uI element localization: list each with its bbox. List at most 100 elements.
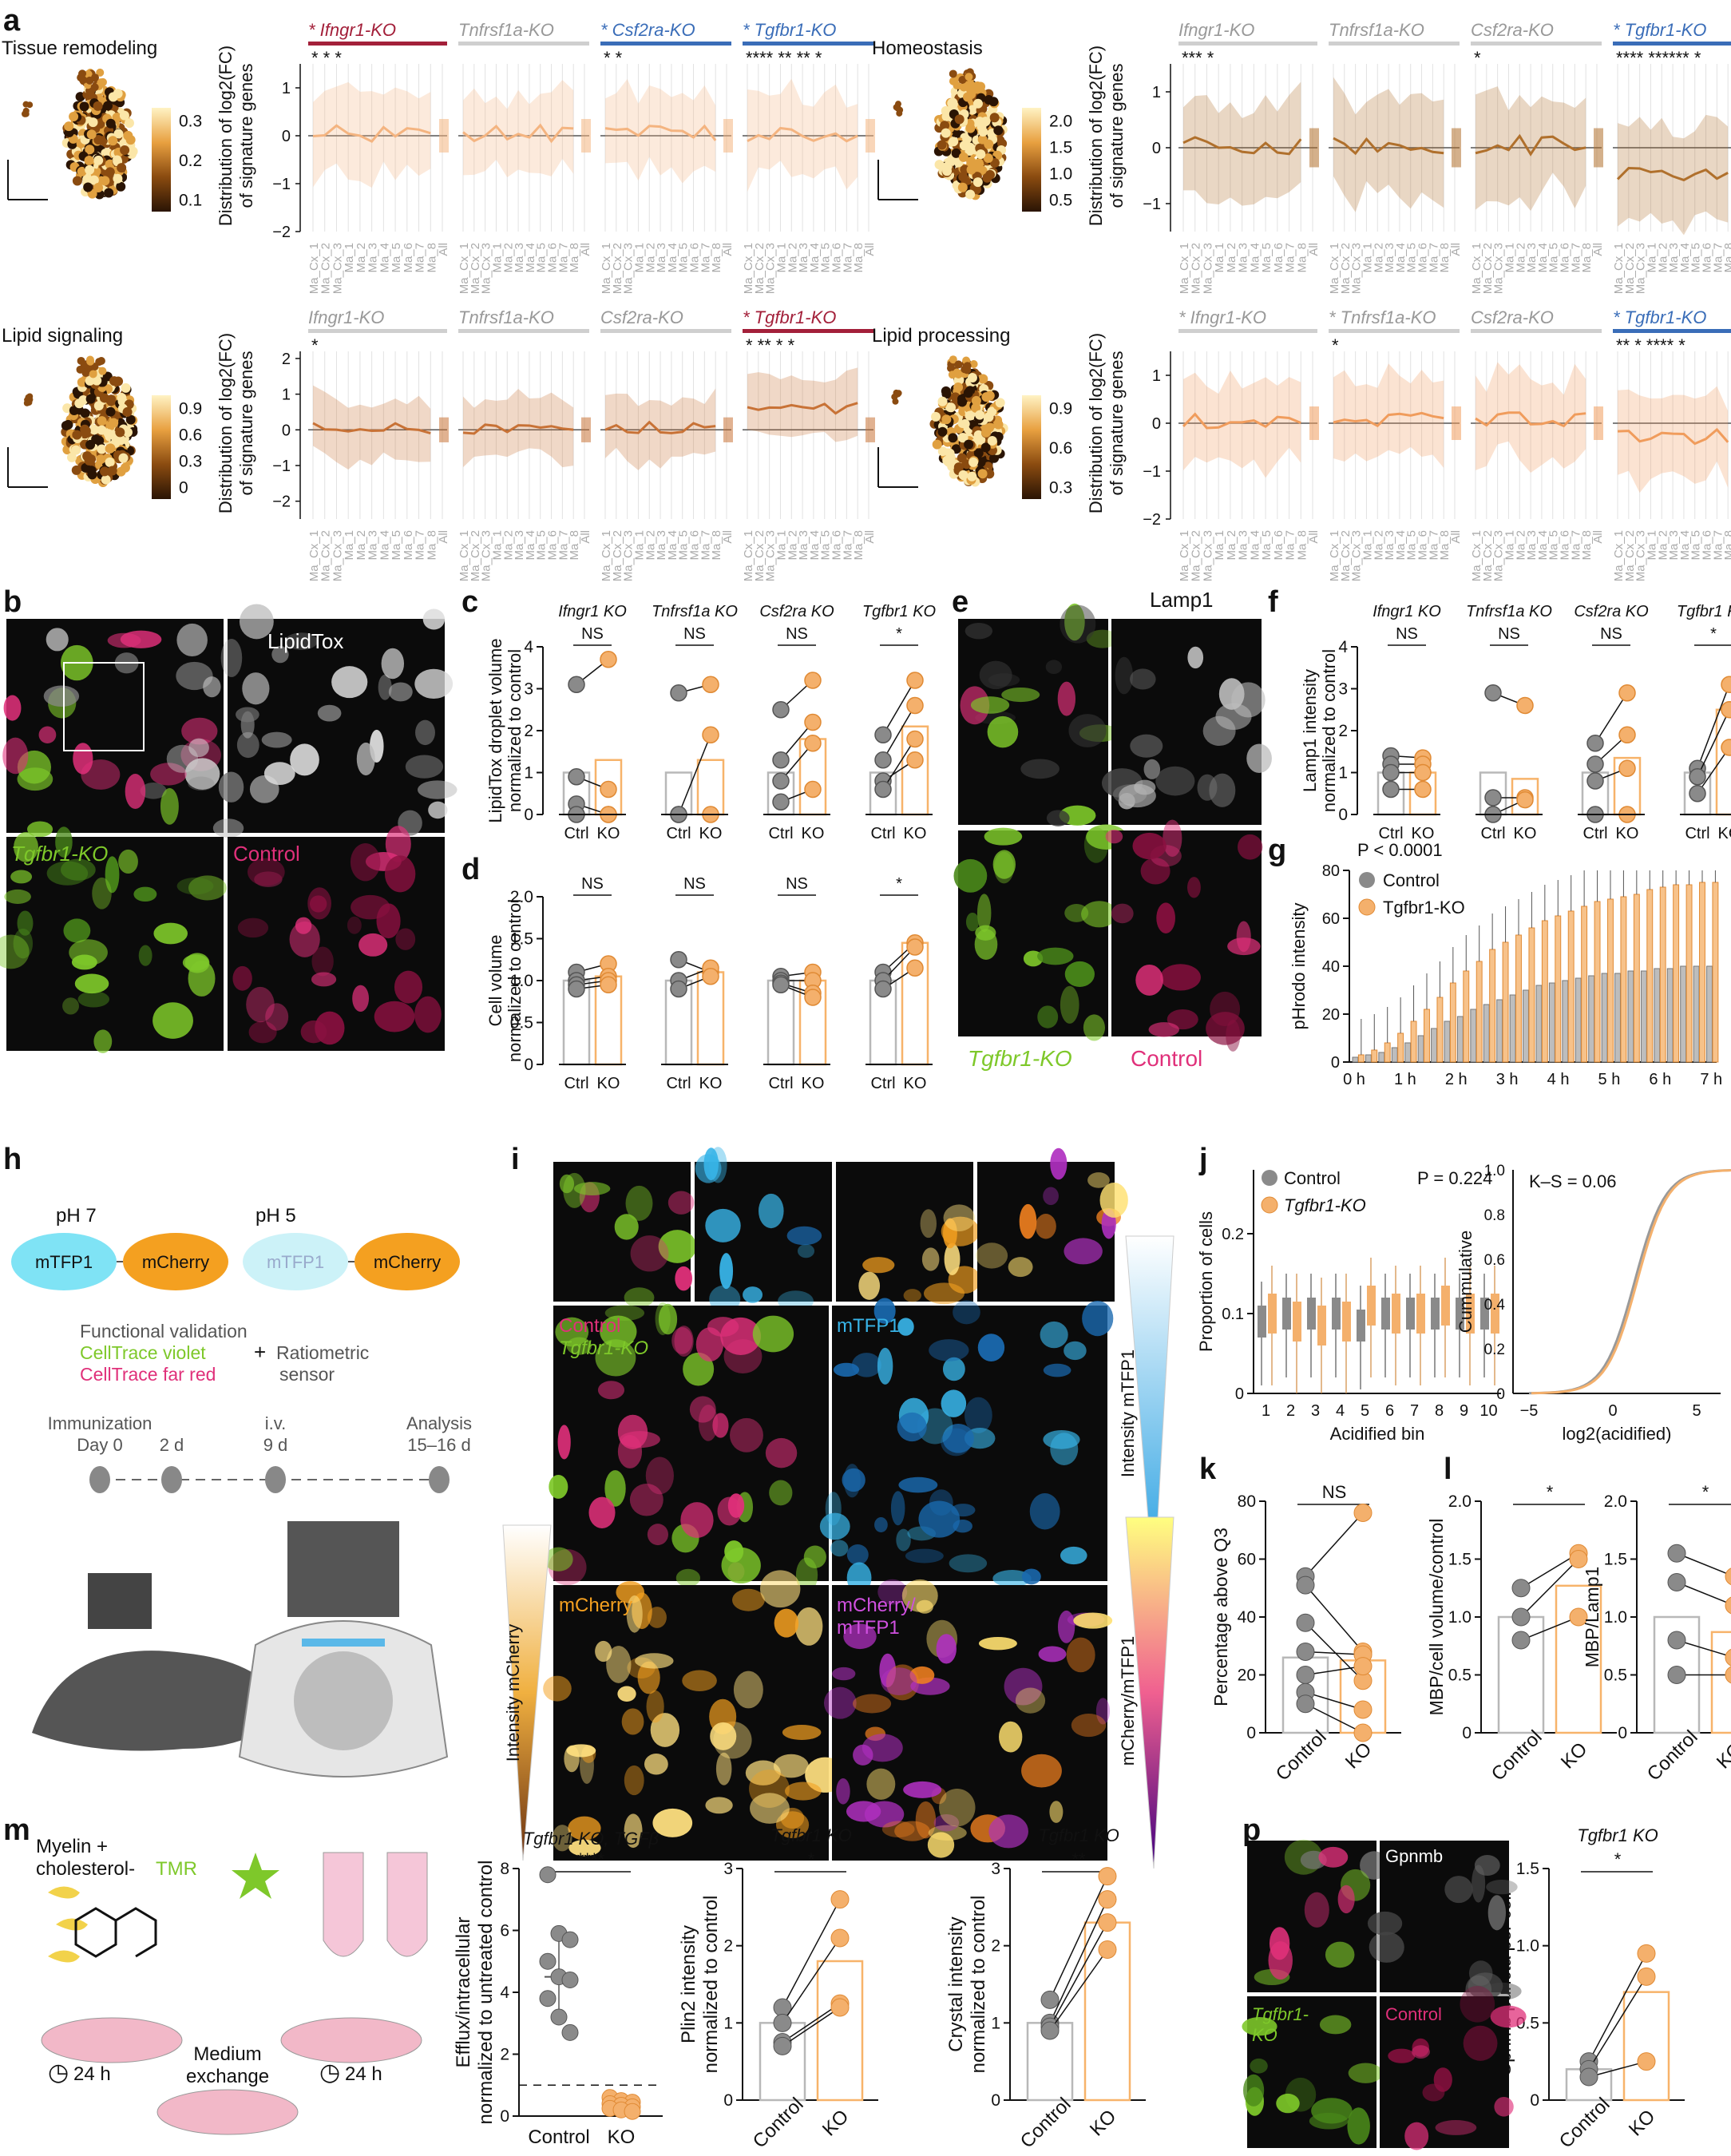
f-ctrl-point: [1586, 772, 1604, 790]
umap-point: [948, 371, 957, 379]
a0-colorbar-tick: 0.2: [179, 152, 202, 170]
cell: [415, 719, 435, 746]
p-ko-bar: [1622, 1991, 1670, 2102]
i-label-mcherry: mCherry: [559, 1595, 632, 1616]
n-ctrl-point: [773, 2013, 792, 2032]
cell: [1111, 903, 1134, 924]
cell: [890, 1491, 905, 1526]
j2-ko-curve: [1531, 1169, 1731, 1395]
j-ko-box: [1416, 1294, 1425, 1334]
g-ctrl-box: [1509, 994, 1516, 1063]
cell: [1156, 902, 1175, 933]
cell: [212, 818, 244, 838]
f-ytick: 4: [1338, 638, 1348, 656]
umap-point: [107, 466, 117, 476]
a-xtick: Ma_6: [546, 243, 560, 273]
umap-point: [965, 123, 976, 133]
c-ytick: 0: [524, 806, 533, 824]
cell: [729, 1417, 763, 1453]
a-xtick: Ma_5: [1405, 530, 1419, 561]
h-sensor: sensor: [279, 1364, 335, 1385]
h-timepoint-top: Analysis: [406, 1413, 472, 1433]
f-ko-point: [1721, 739, 1731, 756]
umap-point: [78, 75, 87, 84]
umap-point: [109, 418, 119, 428]
l-right-ko-point: [1725, 1666, 1731, 1684]
umap-point: [965, 145, 975, 156]
a-row-title: Homeostasis: [872, 38, 983, 59]
f-ctrl-point: [1689, 785, 1706, 803]
cell: [745, 1760, 781, 1785]
a-ko-title: Tnfrsf1a-KO: [1329, 20, 1424, 40]
cell: [1422, 2083, 1445, 2102]
a-median-line: [462, 123, 574, 144]
cell: [894, 1821, 930, 1841]
a-xtick: Ma_8: [710, 243, 723, 273]
c-ctrl-point: [670, 684, 687, 702]
cell: [1369, 1932, 1404, 1963]
a-xtick: Ma_Cx_3: [331, 530, 344, 581]
cell: [1008, 1257, 1033, 1278]
umap-point: [97, 356, 105, 365]
a-header-bar: [308, 329, 447, 333]
a-xtick: All: [1307, 530, 1321, 544]
cell: [1060, 985, 1079, 1024]
a-xtick: Ma_Cx_2: [319, 530, 333, 581]
f-ko-point: [1618, 726, 1636, 743]
o-ytick: 0: [991, 2091, 1000, 2110]
a-xtick: Ma_6: [830, 243, 844, 273]
cell: [356, 742, 375, 776]
umap-point: [971, 402, 981, 413]
g-ctrl-box: [1378, 1052, 1385, 1063]
c-xlabel: KO: [699, 825, 723, 842]
umap-point: [984, 95, 994, 105]
n-xlabel: Control: [749, 2094, 808, 2153]
a-xtick: Ma_2: [1514, 243, 1527, 273]
a-ko-title: * Tnfrsf1a-KO: [1329, 307, 1436, 327]
cell: [901, 1579, 938, 1612]
a-xtick: Ma_Cx_1: [742, 530, 755, 581]
cell: [647, 1607, 667, 1628]
o-ylabel: Crystal intensity: [945, 1916, 967, 2051]
umap-point: [947, 364, 956, 373]
m-dish-3: [280, 2017, 422, 2063]
m-xlabel: Control: [528, 2126, 589, 2148]
umap-point: [105, 457, 115, 467]
cell: [1021, 1568, 1041, 1585]
umap-point: [993, 419, 1004, 430]
umap-point: [894, 105, 901, 112]
a-xtick: Ma_4: [1248, 530, 1262, 561]
a-xtick: Ma_5: [677, 530, 691, 561]
cell: [705, 1797, 733, 1814]
cell: [732, 1588, 765, 1611]
p-label-control: Control: [1385, 2004, 1442, 2024]
a-all-box: [723, 119, 733, 153]
m-ylabel: Efflux/intracellular: [453, 1917, 474, 2068]
cell: [1243, 2074, 1265, 2106]
cell: [874, 1517, 888, 1532]
a-xtick: Ma_Cx_2: [1339, 530, 1353, 581]
cell: [176, 877, 214, 895]
cell: [69, 939, 108, 966]
a-xtick: Ma_1: [343, 243, 356, 273]
a-ylabel: of signature genes: [236, 351, 256, 495]
umap-point: [108, 136, 118, 146]
k-pair-line: [1305, 1703, 1364, 1734]
cell: [414, 996, 442, 1033]
j-ctrl-box: [1282, 1298, 1291, 1330]
umap-point: [97, 78, 105, 87]
g-ctrl-box: [1627, 970, 1634, 1063]
cell: [1001, 687, 1040, 703]
a-ko-title: * Tgfbr1-KO: [743, 20, 836, 40]
cell: [825, 1492, 842, 1526]
g-ctrl-box: [1456, 1016, 1464, 1063]
cell: [1130, 668, 1156, 690]
a-xtick: Ma_Cx_1: [1178, 243, 1191, 294]
a-header-bar: [1178, 42, 1317, 46]
a-xtick: Ma_1: [632, 243, 646, 273]
g-ytick: 80: [1322, 862, 1340, 880]
g-ko-box: [1463, 970, 1470, 1063]
cell: [650, 1713, 680, 1747]
panel-letter-a: a: [3, 4, 21, 38]
f-significance: NS: [1396, 625, 1418, 643]
